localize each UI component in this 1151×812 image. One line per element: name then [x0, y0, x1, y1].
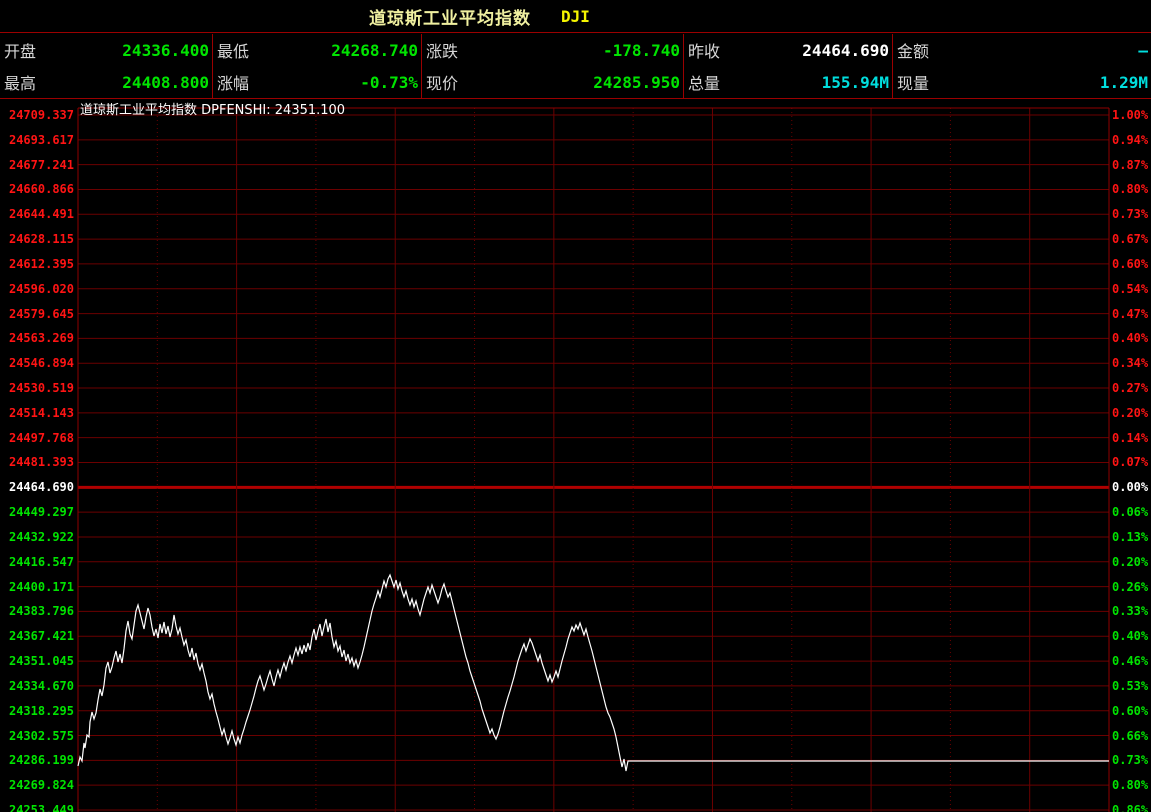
quote-value: 155.94M — [821, 72, 889, 92]
percent-axis-label: 0.27% — [1112, 381, 1149, 396]
price-axis-label: 24628.115 — [8, 232, 74, 247]
percent-axis-label: 0.40% — [1112, 629, 1149, 644]
intraday-chart[interactable]: 道琼斯工业平均指数 DPFENSHI: 24351.100 24709.337 2… — [0, 98, 1151, 812]
percent-axis-label: 0.06% — [1112, 505, 1149, 520]
percent-axis-label: 0.07% — [1112, 455, 1149, 470]
price-axis-label: 24514.143 — [8, 405, 74, 420]
quote-value: -178.740 — [602, 40, 680, 60]
quote-cell-0-1: 最低 24268.740 — [212, 34, 421, 66]
percent-axis-label: 0.66% — [1112, 728, 1149, 743]
quote-label: 总量 — [688, 74, 721, 93]
quote-cell-0-0: 开盘 24336.400 — [0, 34, 212, 66]
price-axis-label: 24449.297 — [8, 505, 74, 520]
percent-axis-label: 0.60% — [1112, 256, 1149, 271]
percent-axis-label: 0.67% — [1112, 232, 1149, 247]
percent-axis-label: 0.73% — [1112, 207, 1149, 222]
percent-axis-label: 0.20% — [1112, 405, 1149, 420]
quote-cell-0-4: 金额 — — [892, 34, 1151, 66]
price-axis-label: 24497.768 — [8, 430, 74, 445]
quote-value: 24408.800 — [122, 72, 209, 92]
price-axis-label: 24563.269 — [8, 331, 74, 346]
price-axis: 24709.337 24693.617 24677.241 24660.866 2464… — [0, 98, 74, 812]
percent-axis-label: 0.33% — [1112, 604, 1149, 619]
percent-axis-label: 0.34% — [1112, 356, 1149, 371]
price-axis-label: 24579.645 — [8, 306, 74, 321]
instrument-code: DJI — [561, 6, 590, 26]
price-axis-label: 24269.824 — [8, 778, 74, 793]
percent-axis-label: 0.14% — [1112, 430, 1149, 445]
price-axis-label: 24383.796 — [8, 604, 74, 619]
price-axis-label: 24286.199 — [8, 753, 74, 768]
quote-label: 现价 — [426, 74, 459, 93]
quote-label: 涨幅 — [217, 74, 250, 93]
quote-cell-1-4: 现量 1.29M — [892, 66, 1151, 98]
percent-axis-label: 0.73% — [1112, 753, 1149, 768]
quote-value: 24268.740 — [331, 40, 418, 60]
price-axis-label: 24400.171 — [8, 579, 74, 594]
price-axis-label: 24530.519 — [8, 381, 74, 396]
percent-axis-label: 0.26% — [1112, 579, 1149, 594]
quote-label: 最高 — [4, 74, 37, 93]
price-axis-label: 24432.922 — [8, 529, 74, 544]
price-axis-label: 24644.491 — [8, 207, 74, 222]
percent-axis-label: 0.94% — [1112, 132, 1149, 147]
percent-axis-label: 0.80% — [1112, 182, 1149, 197]
price-axis-label: 24481.393 — [8, 455, 74, 470]
percent-axis-label: 0.40% — [1112, 331, 1149, 346]
quote-label: 涨跌 — [426, 42, 459, 61]
percent-axis-label: 0.80% — [1112, 778, 1149, 793]
price-axis-label: 24253.449 — [8, 802, 74, 812]
price-axis-label: 24334.670 — [8, 678, 74, 693]
quote-value: — — [1138, 40, 1148, 60]
percent-axis-label: 0.20% — [1112, 554, 1149, 569]
percent-axis-label: 0.87% — [1112, 157, 1149, 172]
quote-cell-0-2: 涨跌 -178.740 — [421, 34, 683, 66]
chart-overlay-label: 道琼斯工业平均指数 DPFENSHI: 24351.100 — [80, 103, 346, 118]
quote-cell-0-3: 昨收 24464.690 — [683, 34, 892, 66]
percent-axis-label: 0.00% — [1112, 480, 1149, 495]
percent-axis-label: 0.53% — [1112, 678, 1149, 693]
price-axis-label: 24709.337 — [8, 108, 74, 122]
quote-label: 昨收 — [688, 42, 721, 61]
quote-cell-1-3: 总量 155.94M — [683, 66, 892, 98]
quote-value: 24336.400 — [122, 40, 209, 60]
instrument-title: 道琼斯工业平均指数 — [369, 8, 531, 29]
price-axis-label: 24612.395 — [8, 256, 74, 271]
price-axis-label: 24546.894 — [8, 356, 74, 371]
quote-label: 开盘 — [4, 42, 37, 61]
price-axis-label: 24302.575 — [8, 728, 74, 743]
percent-axis-label: 1.00% — [1112, 108, 1149, 122]
price-line — [77, 573, 1109, 772]
quote-cell-1-1: 涨幅 -0.73% — [212, 66, 421, 98]
price-axis-label: 24367.421 — [8, 629, 74, 644]
price-axis-label: 24318.295 — [8, 703, 74, 718]
percent-axis-label: 0.86% — [1112, 802, 1149, 812]
quote-label: 金额 — [897, 42, 930, 61]
price-axis-label: 24677.241 — [8, 157, 74, 172]
quote-value: -0.73% — [360, 72, 418, 92]
percent-axis-label: 0.54% — [1112, 281, 1149, 296]
quote-panel: 开盘 24336.400 最低 24268.740 涨跌 -178.740 昨收 24464.… — [0, 34, 1151, 99]
price-axis-label: 24693.617 — [8, 132, 74, 147]
percent-axis-label: 0.60% — [1112, 703, 1149, 718]
quote-label: 现量 — [897, 74, 930, 93]
quote-value: 1.29M — [1099, 72, 1148, 92]
percent-axis-label: 0.46% — [1112, 654, 1149, 669]
quote-value: 24285.950 — [593, 72, 680, 92]
quote-cell-1-0: 最高 24408.800 — [0, 66, 212, 98]
quote-cell-1-2: 现价 24285.950 — [421, 66, 683, 98]
percent-axis: 1.00% 0.94% 0.87% 0.80% 0.73% 0.67% 0.60% 0.54%… — [1112, 98, 1151, 812]
price-axis-label: 24596.020 — [8, 281, 74, 296]
percent-axis-label: 0.47% — [1112, 306, 1149, 321]
quote-value: 24464.690 — [802, 40, 889, 60]
plot-canvas[interactable] — [0, 98, 1151, 812]
price-axis-label: 24351.045 — [8, 654, 74, 669]
percent-axis-label: 0.13% — [1112, 529, 1149, 544]
price-axis-label: 24464.690 — [8, 480, 74, 495]
title-bar: 道琼斯工业平均指数 DJI — [0, 0, 1151, 33]
price-axis-label: 24416.547 — [8, 554, 74, 569]
price-axis-label: 24660.866 — [8, 182, 74, 197]
quote-label: 最低 — [217, 42, 250, 61]
